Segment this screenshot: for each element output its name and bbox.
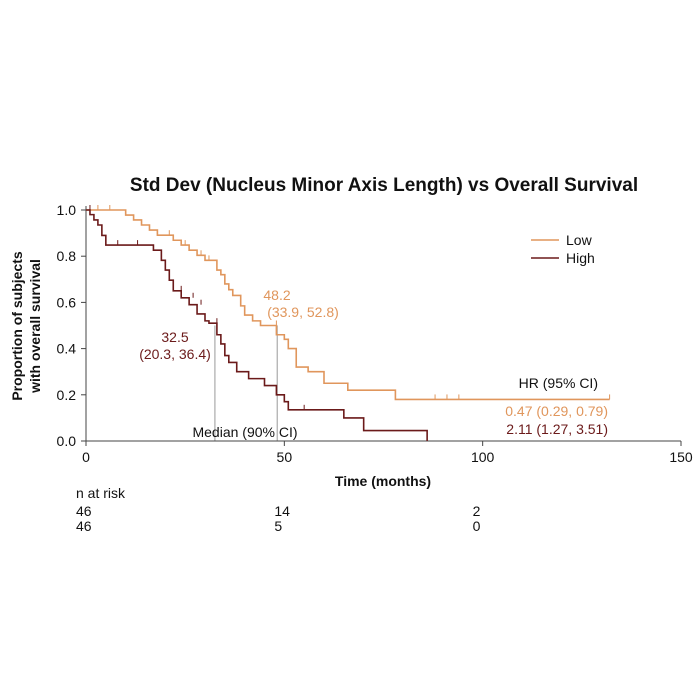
risk-low-0: 46 [76,503,92,519]
chart-title: Std Dev (Nucleus Minor Axis Length) vs O… [130,175,638,196]
legend-high-label: High [566,250,595,266]
risk-high-50: 5 [274,518,282,534]
y-tick-label: 0.6 [57,294,77,310]
y-tick-label: 0.4 [57,341,77,357]
risk-high-0: 46 [76,518,92,534]
series-line-low [86,209,610,401]
risk-high-100: 0 [473,518,481,534]
median-lines [214,325,278,441]
x-tick-label: 50 [277,449,293,465]
risk-low-50: 14 [274,503,290,519]
low-median-ci: (33.9, 52.8) [267,304,339,320]
hr-header: HR (95% CI) [519,375,598,391]
legend: Low High [531,232,595,266]
y-tick-label: 0.8 [57,248,77,264]
low-median-value: 48.2 [263,287,290,303]
risk-table-header: n at risk [76,485,126,501]
x-tick-label: 150 [669,449,693,465]
annotations: 48.2 (33.9, 52.8) 32.5 (20.3, 36.4) Medi… [139,287,608,440]
y-axis-label-line-2: with overall survival [27,259,43,394]
x-tick-label: 100 [471,449,495,465]
y-axis-label-line-1: Proportion of subjects [9,251,25,401]
risk-low-100: 2 [473,503,481,519]
high-median-ci: (20.3, 36.4) [139,346,211,362]
series-layer [86,205,611,441]
legend-low-label: Low [566,232,593,248]
x-tick-label: 0 [82,449,90,465]
high-median-value: 32.5 [161,329,188,345]
x-axis-label: Time (months) [335,473,431,489]
y-tick-label: 0.0 [57,433,77,449]
y-tick-label: 1.0 [57,202,77,218]
median-label: Median (90% CI) [192,424,297,440]
axes: 0 50 100 150 0.0 0.2 0.4 0.6 0.8 1.0 [57,202,693,465]
y-tick-label: 0.2 [57,387,77,403]
hr-high: 2.11 (1.27, 3.51) [506,421,608,437]
hr-low: 0.47 (0.29, 0.79) [505,403,608,419]
y-axis-label: Proportion of subjects with overall surv… [9,251,43,401]
series-line-high [86,209,428,441]
